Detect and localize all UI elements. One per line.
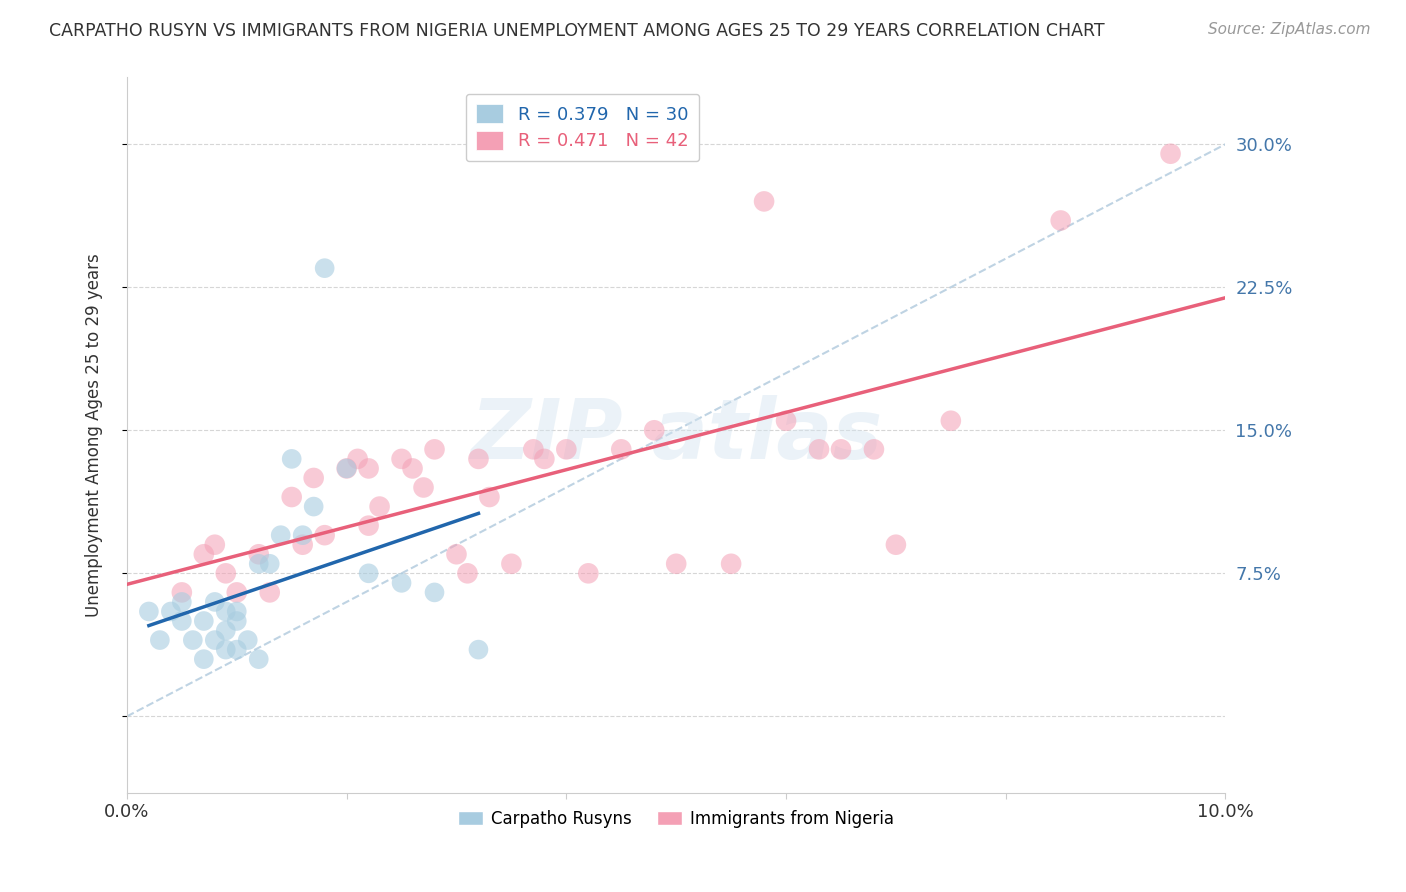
Point (423, 585, 446, 599)
Point (291, 528, 314, 542)
Point (160, 605, 183, 619)
Point (576, 566, 599, 581)
Point (302, 500, 325, 514)
Point (423, 442, 446, 457)
Text: CARPATHO RUSYN VS IMMIGRANTS FROM NIGERIA UNEMPLOYMENT AMONG AGES 25 TO 29 YEARS: CARPATHO RUSYN VS IMMIGRANTS FROM NIGERI… (49, 22, 1105, 40)
Point (533, 451, 555, 466)
Point (368, 500, 391, 514)
Legend: Carpatho Rusyns, Immigrants from Nigeria: Carpatho Rusyns, Immigrants from Nigeria (451, 803, 901, 834)
Point (225, 614, 247, 628)
Point (863, 442, 886, 457)
Point (357, 518, 380, 533)
Point (467, 451, 489, 466)
Point (720, 557, 742, 571)
Point (357, 461, 380, 475)
Point (391, 451, 413, 466)
Point (270, 528, 292, 542)
Point (247, 547, 270, 561)
Point (456, 566, 478, 581)
Point (446, 547, 468, 561)
Point (225, 605, 247, 619)
Point (478, 490, 501, 504)
Point (1160, 146, 1182, 161)
Point (808, 442, 831, 457)
Point (346, 451, 368, 466)
Point (752, 194, 775, 209)
Point (391, 575, 413, 590)
Point (204, 633, 226, 648)
Point (336, 461, 359, 475)
Point (170, 595, 193, 609)
Point (204, 595, 226, 609)
Y-axis label: Unemployment Among Ages 25 to 29 years: Unemployment Among Ages 25 to 29 years (86, 253, 103, 617)
Point (247, 652, 270, 666)
Point (467, 642, 489, 657)
Point (314, 528, 336, 542)
Point (247, 557, 270, 571)
Point (236, 633, 259, 648)
Text: Source: ZipAtlas.com: Source: ZipAtlas.com (1208, 22, 1371, 37)
Point (280, 451, 302, 466)
Point (522, 442, 544, 457)
Point (149, 633, 172, 648)
Point (302, 471, 325, 485)
Point (555, 442, 578, 457)
Point (193, 614, 215, 628)
Point (204, 538, 226, 552)
Point (259, 557, 281, 571)
Point (170, 614, 193, 628)
Point (357, 566, 380, 581)
Point (610, 442, 633, 457)
Point (401, 461, 423, 475)
Point (643, 423, 665, 437)
Point (215, 624, 238, 638)
Point (939, 414, 962, 428)
Point (314, 261, 336, 276)
Point (215, 642, 238, 657)
Point (215, 605, 238, 619)
Text: ZIP atlas: ZIP atlas (470, 394, 883, 475)
Point (215, 566, 238, 581)
Point (225, 585, 247, 599)
Point (280, 490, 302, 504)
Point (336, 461, 359, 475)
Point (665, 557, 688, 571)
Point (884, 538, 907, 552)
Point (170, 585, 193, 599)
Point (291, 538, 314, 552)
Point (775, 414, 797, 428)
Point (259, 585, 281, 599)
Point (501, 557, 523, 571)
Point (138, 605, 160, 619)
Point (1049, 213, 1071, 227)
Point (193, 652, 215, 666)
Point (193, 547, 215, 561)
Point (225, 642, 247, 657)
Point (412, 481, 434, 495)
Point (830, 442, 852, 457)
Point (181, 633, 204, 648)
